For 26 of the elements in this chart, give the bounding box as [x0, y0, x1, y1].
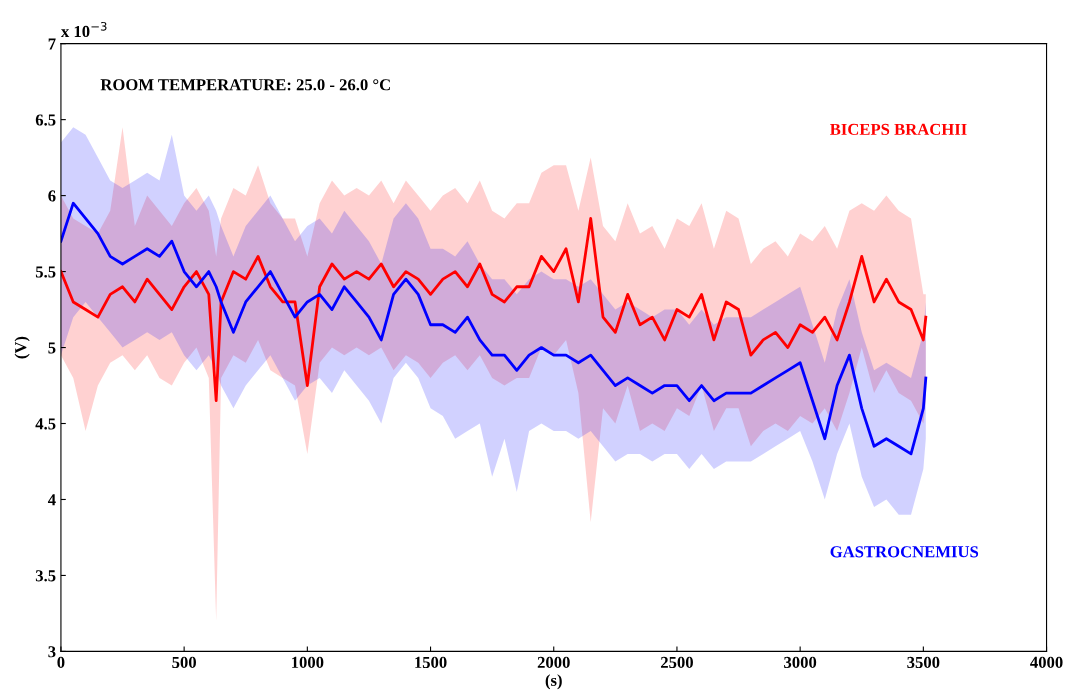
y-tick-label: 5 [48, 342, 56, 354]
text: x 10$^{−3}$ [61, 21, 107, 38]
y-tick-label: 3.5 [35, 570, 56, 582]
x-axis-title: (s) [545, 674, 562, 690]
x-tick-label: 0 [57, 656, 65, 669]
y-tick-label: 5.5 [35, 266, 56, 278]
x-tick-label: 2000 [537, 656, 570, 669]
x-tick-label: 3000 [784, 656, 817, 669]
text: GASTROCNEMIUS [830, 546, 979, 558]
y-tick-label: 7 [48, 38, 56, 50]
x-tick-label: 3500 [907, 656, 940, 669]
annotation: ROOM TEMPERATURE: 25.0 - 26.0 °C [100, 79, 390, 91]
y-tick-label: 4 [47, 494, 56, 506]
line-series [60, 217, 928, 403]
x-tick-label: 500 [172, 656, 196, 669]
y-tick-label: 6.5 [35, 114, 56, 126]
y-tick-label: 6 [48, 190, 56, 202]
x-tick-label: 4000 [1030, 656, 1063, 669]
text: BICEPS BRACHII [829, 123, 967, 135]
x-tick-label: 1500 [415, 656, 447, 669]
y-tick-label: 4.5 [35, 418, 56, 430]
y-axis-title: (V) [14, 336, 30, 359]
x-tick-label: 2500 [660, 656, 693, 669]
y-tick-label: 3 [48, 646, 56, 658]
line-series [60, 201, 928, 456]
x-tick-label: 1000 [292, 656, 324, 669]
